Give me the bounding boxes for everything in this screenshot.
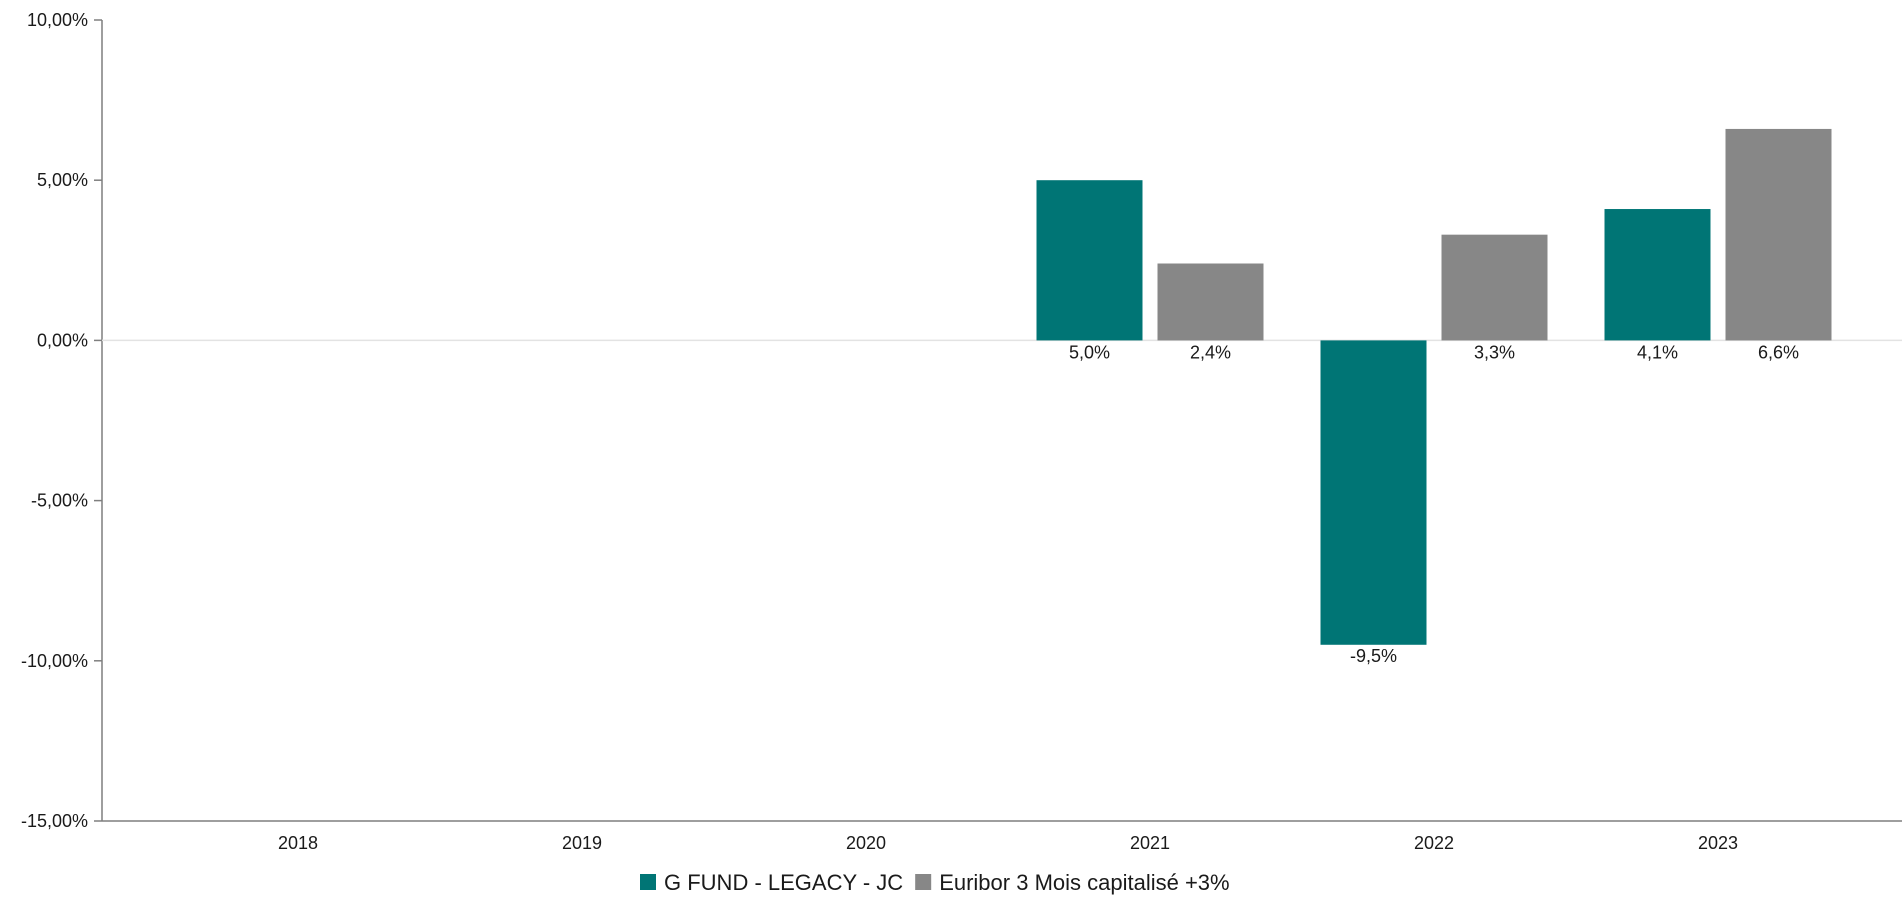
data-label: 2,4% [1190,342,1231,362]
legend-swatch [640,874,656,890]
x-tick-label: 2021 [1130,833,1170,853]
data-label: 4,1% [1637,342,1678,362]
x-tick-label: 2020 [846,833,886,853]
x-tick-label: 2018 [278,833,318,853]
bar-benchmark-2022 [1441,234,1548,341]
x-tick-label: 2019 [562,833,602,853]
legend-label: G FUND - LEGACY - JC [664,870,903,895]
legend-swatch [915,874,932,890]
bar-benchmark-2021 [1157,263,1264,341]
data-label: 3,3% [1474,342,1515,362]
bar-fund-2021 [1036,180,1143,341]
y-tick-label: -5,00% [31,491,88,511]
bar-benchmark-2023 [1725,128,1832,341]
bars-group [1036,128,1832,645]
bar-fund-2022 [1320,340,1427,645]
data-labels-group: 5,0% 2,4% -9,5% 3,3% 4,1% 6,6% [1069,342,1799,665]
y-tick-label: 5,00% [37,170,88,190]
y-tick-label: 0,00% [37,330,88,350]
data-label: 6,6% [1758,342,1799,362]
x-axis-ticks: 2018 2019 2020 2021 2022 2023 [278,833,1738,853]
x-tick-label: 2023 [1698,833,1738,853]
data-label: 5,0% [1069,342,1110,362]
legend: G FUND - LEGACY - JC Euribor 3 Mois capit… [640,870,1230,895]
y-tick-label: 10,00% [27,10,88,30]
x-tick-label: 2022 [1414,833,1454,853]
y-tick-label: -10,00% [21,651,88,671]
legend-label: Euribor 3 Mois capitalisé +3% [939,870,1229,895]
bar-fund-2023 [1604,209,1711,341]
data-label: -9,5% [1350,646,1397,666]
y-axis-ticks: 10,00% 5,00% 0,00% -5,00% -10,00% -15,00% [21,10,102,831]
y-tick-label: -15,00% [21,811,88,831]
